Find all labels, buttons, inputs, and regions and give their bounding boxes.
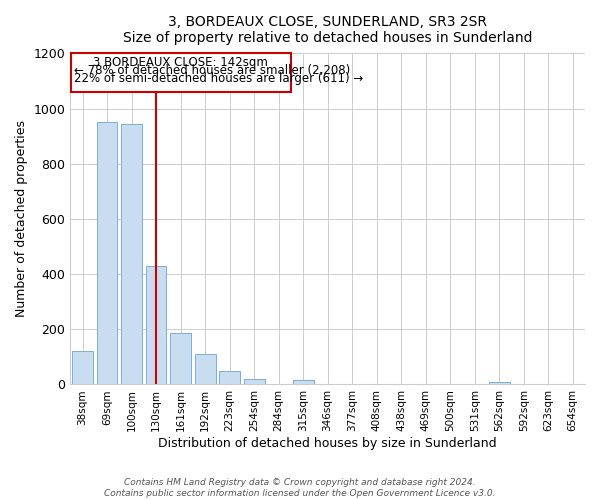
Text: ← 78% of detached houses are smaller (2,208): ← 78% of detached houses are smaller (2,… — [74, 64, 351, 77]
Text: 3 BORDEAUX CLOSE: 142sqm: 3 BORDEAUX CLOSE: 142sqm — [94, 56, 268, 68]
Bar — [293, 380, 314, 384]
Bar — [97, 122, 118, 384]
Bar — [489, 382, 509, 384]
Text: Contains HM Land Registry data © Crown copyright and database right 2024.
Contai: Contains HM Land Registry data © Crown c… — [104, 478, 496, 498]
Bar — [146, 266, 166, 384]
Y-axis label: Number of detached properties: Number of detached properties — [15, 120, 28, 318]
Bar — [72, 352, 93, 384]
Bar — [194, 354, 215, 384]
Bar — [219, 372, 240, 384]
X-axis label: Distribution of detached houses by size in Sunderland: Distribution of detached houses by size … — [158, 437, 497, 450]
Bar — [244, 380, 265, 384]
Bar — [121, 124, 142, 384]
Title: 3, BORDEAUX CLOSE, SUNDERLAND, SR3 2SR
Size of property relative to detached hou: 3, BORDEAUX CLOSE, SUNDERLAND, SR3 2SR S… — [123, 15, 532, 45]
FancyBboxPatch shape — [71, 54, 291, 92]
Text: 22% of semi-detached houses are larger (611) →: 22% of semi-detached houses are larger (… — [74, 72, 364, 85]
Bar — [170, 334, 191, 384]
